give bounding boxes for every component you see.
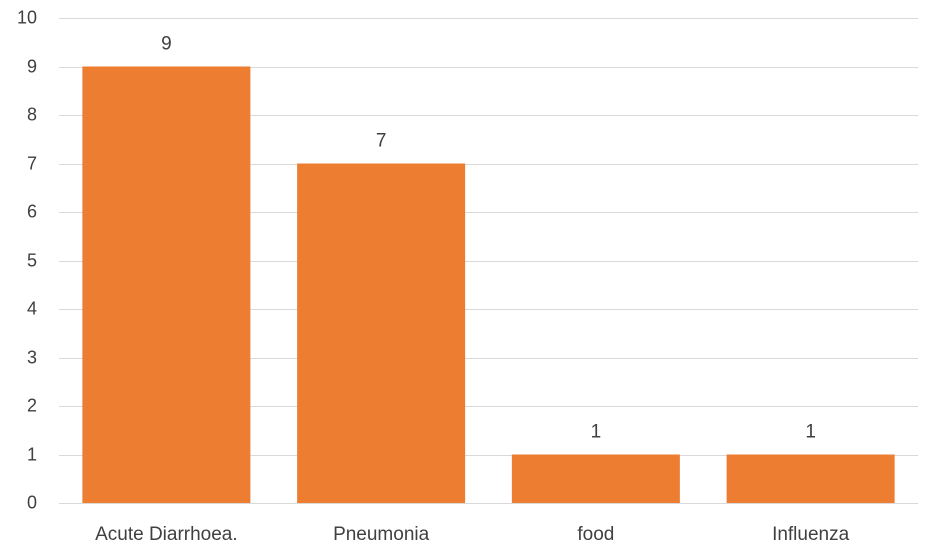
y-tick-label-6: 6 xyxy=(27,201,37,221)
data-label-acute-diarrhoea: 9 xyxy=(161,34,172,55)
y-axis-tick-labels: 0 1 2 3 4 5 6 7 8 9 10 xyxy=(17,7,37,512)
y-tick-label-4: 4 xyxy=(27,298,37,318)
y-tick-label-8: 8 xyxy=(27,104,37,124)
y-tick-label-10: 10 xyxy=(17,7,37,27)
y-tick-label-2: 2 xyxy=(27,395,37,415)
data-labels: 9 7 1 1 xyxy=(161,34,816,443)
data-label-food: 1 xyxy=(591,422,602,443)
bar-food xyxy=(511,454,680,503)
x-category-label-acute-diarrhoea: Acute Diarrhoea. xyxy=(95,524,238,545)
y-tick-label-7: 7 xyxy=(27,153,37,173)
bar-influenza xyxy=(726,454,895,503)
y-tick-label-1: 1 xyxy=(27,444,37,464)
x-category-label-influenza: Influenza xyxy=(772,524,850,545)
bars xyxy=(82,66,895,503)
bar-pneumonia xyxy=(297,163,466,503)
y-tick-label-5: 5 xyxy=(27,250,37,270)
bar-acute-diarrhoea xyxy=(82,66,251,503)
y-tick-label-3: 3 xyxy=(27,347,37,367)
x-axis-category-labels: Acute Diarrhoea. Pneumonia food Influenza xyxy=(95,524,850,545)
y-tick-label-0: 0 xyxy=(27,492,37,512)
x-category-label-pneumonia: Pneumonia xyxy=(333,524,430,545)
data-label-influenza: 1 xyxy=(805,422,816,443)
x-category-label-food: food xyxy=(577,524,614,545)
data-label-pneumonia: 7 xyxy=(376,131,387,152)
y-tick-label-9: 9 xyxy=(27,56,37,76)
